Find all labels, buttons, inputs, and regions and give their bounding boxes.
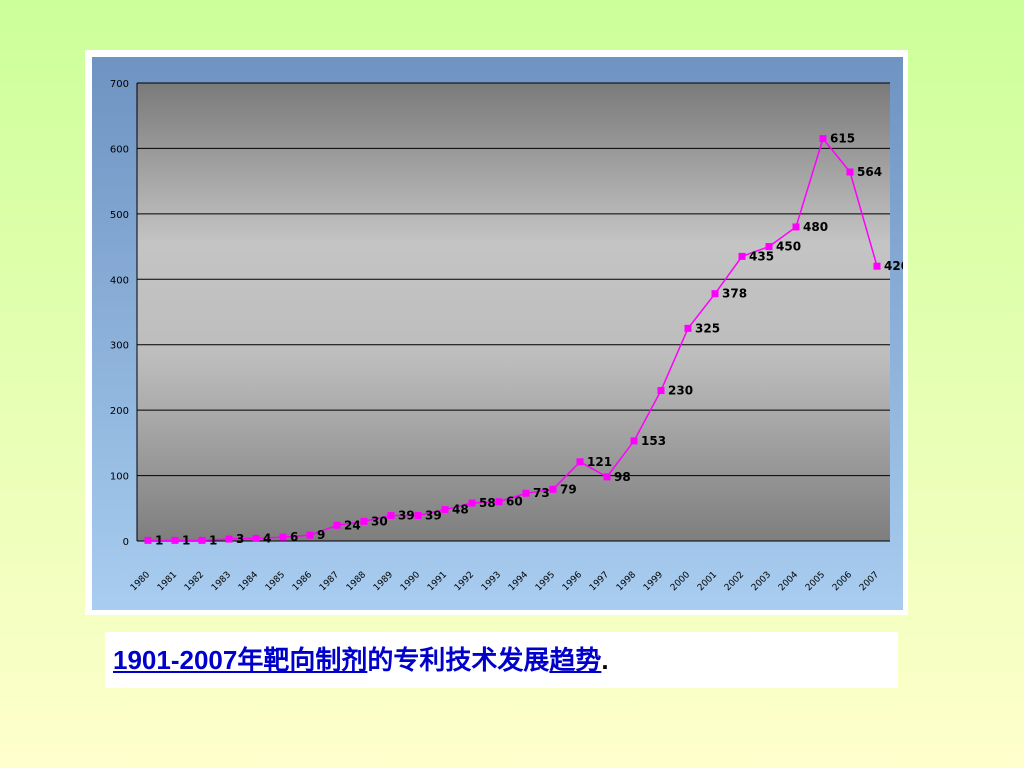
data-point <box>144 536 152 544</box>
data-point <box>819 135 827 143</box>
data-point <box>657 387 665 395</box>
data-label: 564 <box>857 165 882 179</box>
data-label: 420 <box>884 259 903 273</box>
data-point <box>252 534 260 542</box>
data-point <box>279 533 287 541</box>
data-point <box>441 506 449 514</box>
data-point <box>684 324 692 332</box>
data-label: 1 <box>155 533 163 547</box>
y-tick-label: 100 <box>110 472 129 483</box>
data-label: 480 <box>803 220 828 234</box>
data-point <box>711 290 719 298</box>
data-point <box>846 168 854 176</box>
data-point <box>549 485 557 493</box>
data-point <box>792 223 800 231</box>
data-label: 3 <box>236 532 244 546</box>
data-label: 615 <box>830 132 855 146</box>
data-point <box>414 511 422 519</box>
data-label: 60 <box>506 495 523 509</box>
data-point <box>630 437 638 445</box>
data-label: 73 <box>533 486 550 500</box>
data-point <box>225 535 233 543</box>
data-point <box>387 511 395 519</box>
data-point <box>333 521 341 529</box>
data-label: 435 <box>749 249 774 263</box>
y-tick-label: 0 <box>123 537 129 548</box>
y-tick-label: 200 <box>110 406 129 417</box>
data-label: 121 <box>587 455 612 469</box>
caption-text: 的专利技术发展 <box>367 645 550 675</box>
data-point <box>765 243 773 251</box>
data-label: 325 <box>695 321 720 335</box>
caption-text: 趋势 <box>549 645 602 675</box>
y-tick-label: 400 <box>110 275 129 286</box>
data-point <box>738 252 746 260</box>
y-tick-label: 700 <box>110 79 129 90</box>
data-label: 6 <box>290 530 298 544</box>
data-point <box>306 531 314 539</box>
data-point <box>495 498 503 506</box>
data-label: 98 <box>614 470 631 484</box>
data-label: 48 <box>452 503 469 517</box>
data-point <box>522 489 530 497</box>
data-label: 450 <box>776 240 801 254</box>
data-label: 153 <box>641 434 666 448</box>
data-label: 1 <box>209 533 217 547</box>
caption: 1901-2007年靶向制剂的专利技术发展趋势. <box>105 632 898 688</box>
caption-text: . <box>601 645 609 675</box>
y-tick-label: 600 <box>110 144 129 155</box>
data-label: 378 <box>722 287 747 301</box>
data-point <box>603 473 611 481</box>
data-label: 39 <box>398 508 415 522</box>
data-label: 230 <box>668 384 693 398</box>
data-label: 58 <box>479 496 496 510</box>
data-point <box>576 458 584 466</box>
data-point <box>360 517 368 525</box>
data-label: 39 <box>425 508 442 522</box>
data-point <box>873 262 881 270</box>
data-point <box>468 499 476 507</box>
y-tick-label: 300 <box>110 341 129 352</box>
data-label: 30 <box>371 514 388 528</box>
data-label: 4 <box>263 531 271 545</box>
data-line <box>148 137 878 542</box>
caption-text: 1901-2007年靶向制剂 <box>113 645 368 675</box>
data-label: 79 <box>560 482 577 496</box>
data-label: 24 <box>344 518 361 532</box>
data-label: 9 <box>317 528 325 542</box>
data-label: 1 <box>182 533 190 547</box>
plot-area <box>137 83 890 541</box>
y-tick-label: 500 <box>110 210 129 221</box>
data-point <box>198 536 206 544</box>
data-point <box>171 536 179 544</box>
